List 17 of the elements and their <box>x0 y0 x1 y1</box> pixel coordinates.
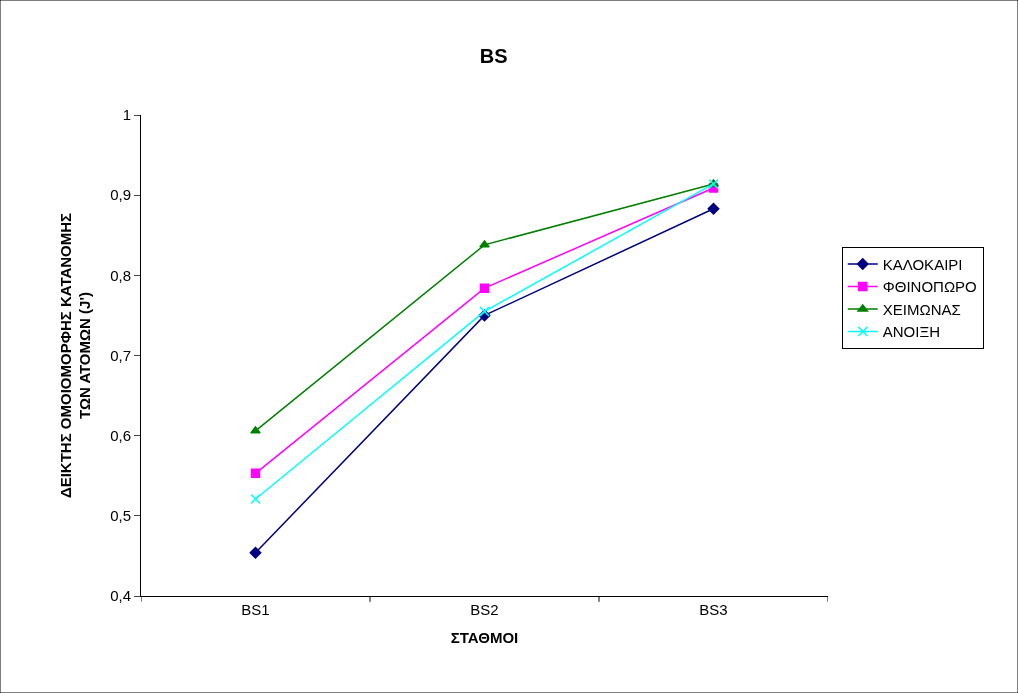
y-tick-label: 0,7 <box>110 346 131 364</box>
x-axis-title: ΣΤΑΘΜΟΙ <box>450 629 519 646</box>
y-tick-label: 1 <box>122 106 131 124</box>
x-tick-label: BS2 <box>470 601 499 618</box>
legend-label: ΚΑΛΟΚΑΙΡΙ <box>882 255 963 273</box>
y-tick-label: 0,8 <box>110 266 131 284</box>
x-tick-label: BS1 <box>241 601 270 618</box>
y-axis-title: ΔΕΙΚΤΗΣ ΟΜΟΙΟΜΟΡΦΗΣ ΚΑΤΑΝΟΜΗΣ ΤΩΝ ΑΤΟΜΩΝ (J') <box>56 212 94 499</box>
y-tick-label: 0,4 <box>110 587 131 605</box>
chart-title: BS <box>479 44 508 67</box>
y-tick-label: 0,6 <box>110 426 131 444</box>
legend-label: ΦΘΙΝΟΠΩΡΟ <box>882 278 977 296</box>
x-tick-label: BS3 <box>699 601 728 618</box>
y-tick-label: 0,9 <box>110 186 131 204</box>
y-tick-label: 0,5 <box>110 507 131 525</box>
legend-label: ΑΝΟΙΞΗ <box>882 323 941 341</box>
legend-label: ΧΕΙΜΩΝΑΣ <box>882 300 961 318</box>
